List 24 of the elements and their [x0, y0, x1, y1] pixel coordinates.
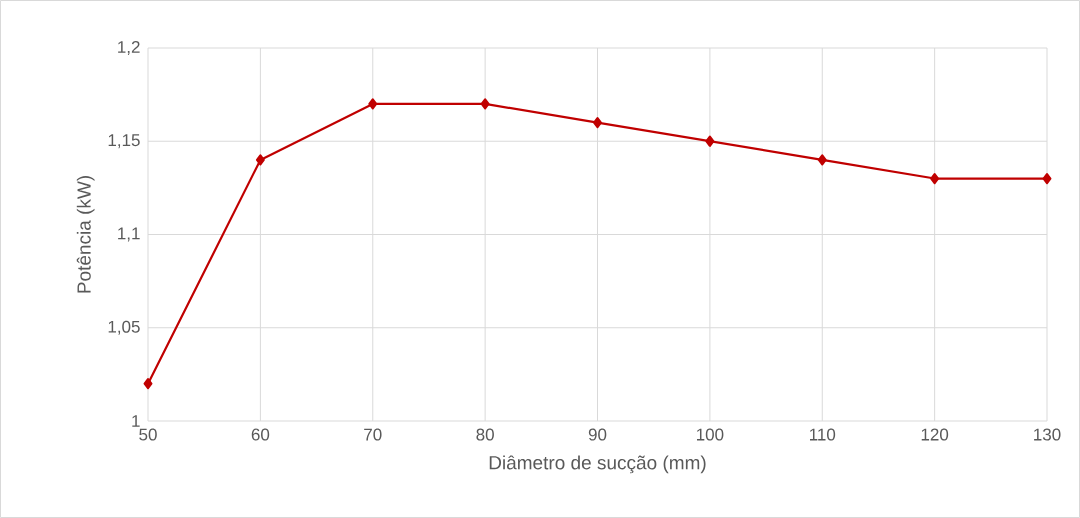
y-tick-label: 1,05: [108, 320, 140, 335]
x-tick-label: 80: [476, 428, 494, 441]
x-tick-label: 100: [697, 428, 724, 441]
x-axis-title: Diâmetro de sucção (mm): [489, 455, 706, 474]
x-tick-label: 110: [810, 428, 836, 441]
point: [368, 98, 378, 110]
y-tick-label: 1,15: [108, 134, 140, 149]
x-tick-label: 120: [921, 428, 949, 441]
x-tick-label: 90: [588, 428, 607, 441]
x-tick-label: 70: [364, 428, 382, 441]
y-tick-label: 1,1: [118, 227, 140, 242]
point: [930, 172, 940, 185]
x-tick-label: 130: [1034, 428, 1061, 441]
point: [1042, 172, 1052, 185]
x-tick-label: 50: [139, 428, 157, 441]
point: [143, 378, 153, 390]
y-tick-label: 1: [132, 415, 140, 427]
point: [255, 154, 265, 166]
point: [705, 135, 715, 147]
x-tick-label: 60: [251, 428, 270, 441]
y-tick-label: 1,2: [118, 40, 140, 56]
point: [817, 154, 827, 166]
y-axis-title: Potência (kW): [76, 176, 95, 293]
point: [480, 98, 490, 110]
